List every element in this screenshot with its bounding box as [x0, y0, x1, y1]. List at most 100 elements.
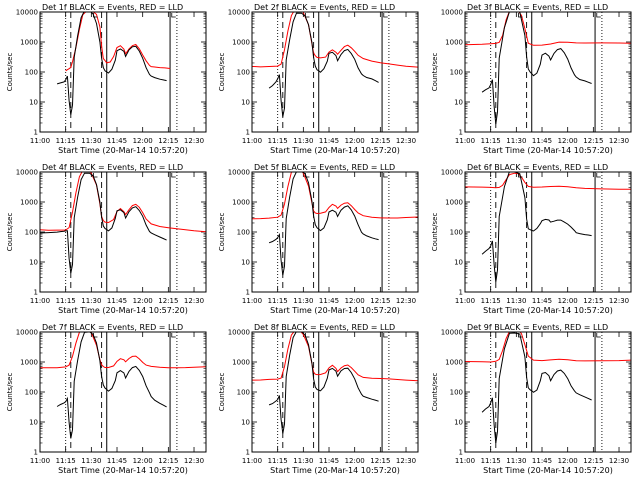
x-tick-label: 12:15: [370, 297, 390, 305]
y-tick-label: 10: [29, 99, 38, 107]
x-tick-label: 11:30: [81, 297, 101, 305]
x-tick-label: 11:15: [56, 457, 76, 465]
y-tick-label: 1000: [232, 359, 250, 367]
x-tick-label: 12:00: [558, 457, 578, 465]
plot-frame: [251, 331, 419, 453]
bracket-glyph: [596, 13, 601, 18]
lld-series-line: [465, 172, 631, 190]
x-tick-label: 11:00: [242, 297, 262, 305]
x-tick-label: 11:15: [268, 457, 288, 465]
y-tick-label: 10000: [228, 169, 250, 177]
x-axis-label: Start Time (20-Mar-14 10:57:20): [270, 146, 400, 155]
y-tick-label: 10000: [441, 9, 463, 17]
x-tick-label: 11:00: [242, 457, 262, 465]
plot-frame: [39, 11, 207, 133]
x-tick-label: 12:30: [184, 137, 204, 145]
x-axis-label: Start Time (20-Mar-14 10:57:20): [58, 466, 188, 475]
x-tick-label: 11:30: [506, 137, 526, 145]
lld-series-line: [40, 332, 206, 369]
y-tick-label: 1000: [445, 359, 463, 367]
plot-frame: [464, 171, 632, 293]
events-series-line: [481, 172, 592, 283]
y-tick-label: 10000: [228, 329, 250, 337]
lld-series-line: [65, 12, 171, 72]
x-tick-label: 11:00: [455, 457, 475, 465]
x-tick-label: 11:45: [107, 297, 127, 305]
panel-title: Det 6f BLACK = Events, RED = LLD: [467, 163, 608, 172]
x-tick-label: 11:30: [293, 457, 313, 465]
x-tick-label: 11:45: [107, 457, 127, 465]
events-series-line: [268, 12, 379, 117]
x-axis-label: Start Time (20-Mar-14 10:57:20): [483, 466, 613, 475]
y-axis-label: Counts/sec: [218, 213, 226, 252]
detector-panel: Det 7f BLACK = Events, RED = LLD Counts/s…: [6, 323, 207, 475]
x-tick-label: 11:45: [532, 297, 552, 305]
panel-title: Det 1f BLACK = Events, RED = LLD: [42, 3, 183, 12]
y-axis-label: Counts/sec: [431, 373, 439, 412]
bracket-glyph: [383, 333, 388, 338]
detector-panel: Det 5f BLACK = Events, RED = LLD Counts/s…: [218, 163, 419, 315]
x-tick-label: 12:00: [345, 457, 365, 465]
plot-frame: [39, 171, 207, 293]
y-tick-label: 1000: [20, 359, 38, 367]
bracket-glyph: [596, 333, 601, 338]
bracket-glyph: [93, 333, 98, 338]
lld-series-line: [465, 12, 631, 46]
plot-frame: [464, 331, 632, 453]
y-tick-label: 1: [246, 128, 250, 136]
x-tick-label: 12:00: [558, 137, 578, 145]
x-tick-label: 12:15: [583, 297, 603, 305]
lld-series-line: [40, 172, 206, 233]
y-axis-label: Counts/sec: [6, 213, 14, 252]
x-tick-label: 11:30: [293, 297, 313, 305]
y-tick-label: 10: [29, 259, 38, 267]
events-series-line: [56, 12, 167, 115]
lld-series-line: [252, 332, 418, 382]
detector-panel: Det 4f BLACK = Events, RED = LLD Counts/s…: [6, 163, 207, 315]
bracket-glyph: [305, 13, 310, 18]
detector-panel: Det 3f BLACK = Events, RED = LLD Counts/s…: [431, 3, 632, 155]
panel-title: Det 9f BLACK = Events, RED = LLD: [467, 323, 608, 332]
x-tick-label: 11:15: [481, 137, 501, 145]
x-tick-label: 11:30: [506, 297, 526, 305]
y-tick-label: 100: [237, 229, 250, 237]
y-tick-label: 100: [450, 389, 463, 397]
x-tick-label: 12:30: [609, 297, 629, 305]
events-series-line: [40, 172, 167, 274]
x-axis-label: Start Time (20-Mar-14 10:57:20): [483, 146, 613, 155]
panel-title: Det 4f BLACK = Events, RED = LLD: [42, 163, 183, 172]
detector-panel: Det 2f BLACK = Events, RED = LLD Counts/s…: [218, 3, 419, 155]
panel-title: Det 2f BLACK = Events, RED = LLD: [254, 3, 395, 12]
panel-title: Det 8f BLACK = Events, RED = LLD: [254, 323, 395, 332]
x-tick-label: 12:30: [396, 457, 416, 465]
lld-series-line: [252, 172, 418, 220]
x-axis-label: Start Time (20-Mar-14 10:57:20): [483, 306, 613, 315]
events-series-line: [268, 332, 379, 434]
y-tick-label: 1: [246, 288, 250, 296]
x-axis-label: Start Time (20-Mar-14 10:57:20): [270, 466, 400, 475]
detector-panel: Det 1f BLACK = Events, RED = LLD Counts/s…: [6, 3, 207, 155]
panel-title: Det 7f BLACK = Events, RED = LLD: [42, 323, 183, 332]
x-tick-label: 12:15: [158, 457, 178, 465]
y-tick-label: 10000: [16, 9, 38, 17]
y-tick-label: 10000: [441, 329, 463, 337]
bracket-glyph: [518, 333, 523, 338]
x-tick-label: 11:15: [56, 137, 76, 145]
bracket-glyph: [518, 13, 523, 18]
x-tick-label: 11:00: [242, 137, 262, 145]
y-tick-label: 100: [450, 69, 463, 77]
lld-series-line: [465, 332, 631, 363]
x-tick-label: 12:00: [558, 297, 578, 305]
y-tick-label: 1: [459, 448, 463, 456]
panel-title: Det 3f BLACK = Events, RED = LLD: [467, 3, 608, 12]
x-tick-label: 12:15: [370, 457, 390, 465]
bracket-glyph: [518, 173, 523, 178]
x-tick-label: 11:45: [532, 137, 552, 145]
x-tick-label: 11:45: [319, 137, 339, 145]
x-tick-label: 12:30: [609, 457, 629, 465]
y-tick-label: 10: [29, 419, 38, 427]
y-tick-label: 10: [454, 99, 463, 107]
x-tick-label: 11:15: [56, 297, 76, 305]
plot-frame: [251, 171, 419, 293]
y-tick-label: 1: [459, 288, 463, 296]
